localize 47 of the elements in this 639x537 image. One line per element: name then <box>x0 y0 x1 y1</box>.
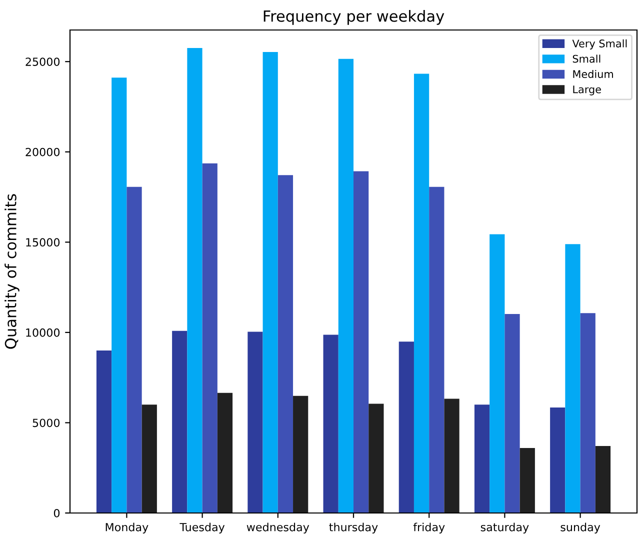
bar <box>368 404 384 513</box>
x-tick-label: sunday <box>560 522 600 534</box>
x-tick-label: Monday <box>106 522 148 534</box>
legend-label: Small <box>572 54 600 63</box>
bar <box>550 408 566 513</box>
bar <box>338 58 354 513</box>
bar <box>580 313 596 513</box>
bar <box>96 350 112 513</box>
bar <box>520 448 535 513</box>
x-tick-label: Tuesday <box>180 522 225 534</box>
chart-title: Frequency per weekday <box>264 10 444 25</box>
bar <box>444 398 460 513</box>
y-tick-label: 15000 <box>26 238 60 247</box>
bar <box>278 175 294 513</box>
bar <box>217 392 233 513</box>
bar <box>202 163 218 513</box>
bar <box>293 396 308 513</box>
y-tick-label: 10000 <box>26 328 60 337</box>
y-tick-label: 0 <box>54 508 60 518</box>
x-tick-label: wednesday <box>246 522 310 534</box>
bar <box>504 314 520 513</box>
bar <box>112 78 127 513</box>
y-axis-title: Quantity of commits <box>4 194 20 349</box>
legend-label: Medium <box>573 70 613 78</box>
bar <box>187 48 202 513</box>
bar <box>354 171 369 513</box>
bar <box>474 404 490 513</box>
bar <box>429 186 444 513</box>
x-tick-label: friday <box>413 522 445 534</box>
bar <box>172 330 188 513</box>
y-tick-label: 25000 <box>26 58 60 66</box>
bar <box>262 52 278 513</box>
legend-label: Very Small <box>572 39 627 50</box>
bar <box>565 244 580 513</box>
bar <box>142 404 157 513</box>
bar <box>126 186 142 513</box>
bar <box>490 234 505 513</box>
y-tick-label: 20000 <box>26 148 60 156</box>
y-tick-label: 5000 <box>32 418 60 428</box>
bar <box>414 74 430 513</box>
bar <box>595 446 611 513</box>
legend-label: Large <box>573 86 601 96</box>
bar <box>398 342 414 513</box>
x-tick-label: saturday <box>480 522 529 534</box>
bar <box>248 332 263 513</box>
bar <box>323 334 338 513</box>
x-tick-label: thursday <box>329 522 378 534</box>
